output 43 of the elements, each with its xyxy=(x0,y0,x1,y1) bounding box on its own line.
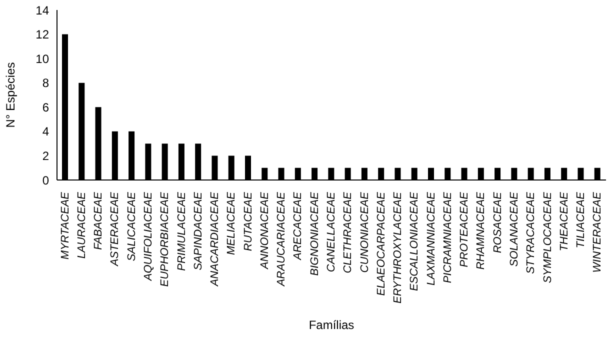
x-tick-label: ROSACEAE xyxy=(492,191,504,254)
x-tick-label: PRIMULACEAE xyxy=(176,191,188,271)
x-tick-label: ASTERACEAE xyxy=(109,191,122,267)
x-tick-label: STYRACACEAE xyxy=(525,191,538,274)
x-tick-label: LAURACEAE xyxy=(76,191,88,259)
x-tick-label: MYRTACEAE xyxy=(59,191,72,260)
y-axis-title: N° Espécies xyxy=(3,62,18,128)
x-tick-label: ARAUCARIACEAE xyxy=(276,191,288,288)
x-axis-title: Famílias xyxy=(308,318,354,332)
y-tick-label: 12 xyxy=(36,28,50,42)
x-tick-label: ELAEOCARPACEAE xyxy=(375,191,388,296)
x-tick-label: MELIACEAE xyxy=(226,191,238,255)
x-tick-label: PROTEACEAE xyxy=(458,191,471,268)
x-tick-label: ERYTHROXYLACEAE xyxy=(392,191,404,304)
x-tick-label: CANELLACEAE xyxy=(326,191,338,272)
x-tick-label: SAPINDACEAE xyxy=(192,191,204,270)
y-tick-label: 14 xyxy=(36,3,50,18)
y-tick-label: 10 xyxy=(36,52,50,66)
y-tick-label: 2 xyxy=(42,148,50,163)
x-tick-label: AQUIFOLIACEAE xyxy=(142,191,154,282)
y-tick-label: 8 xyxy=(42,76,50,90)
x-tick-label: ANACARDIACEAE xyxy=(209,191,222,288)
x-tick-label: LAXMANNIACEAE xyxy=(425,191,438,286)
x-tick-label: ESCALLONIACEAE xyxy=(408,191,421,292)
x-tick-label: PICRAMNIACEAE xyxy=(442,191,454,284)
x-tick-label: SOLANACEAE xyxy=(508,191,520,267)
x-tick-label: CUNONIACEAE xyxy=(358,191,371,273)
x-tick-label: FABACEAE xyxy=(92,191,105,250)
x-tick-label: BIGNONIACEAE xyxy=(308,191,321,276)
x-tick-label: CLETHRACEAE xyxy=(342,191,354,274)
x-tick-label: WINTERACEAE xyxy=(592,191,604,273)
x-tick-label: SYMPLOCACEAE xyxy=(542,191,554,284)
y-tick-label: 4 xyxy=(42,124,50,139)
y-tick-label: 6 xyxy=(42,100,50,114)
x-tick-label: SALICACEAE xyxy=(126,191,138,262)
x-tick-label: TILIACEAE xyxy=(575,191,588,248)
y-tick-label: 0 xyxy=(42,173,50,188)
x-tick-label: THEACEAE xyxy=(558,191,570,252)
x-tick-label: EUPHORBIACEAE xyxy=(159,191,172,287)
x-tick-label: ANNONACEAE xyxy=(258,191,271,270)
x-tick-label: RHAMNACEAE xyxy=(475,191,488,270)
x-tick-label: RUTACEAE xyxy=(242,191,254,252)
x-tick-label: ARECACEAE xyxy=(292,191,304,261)
